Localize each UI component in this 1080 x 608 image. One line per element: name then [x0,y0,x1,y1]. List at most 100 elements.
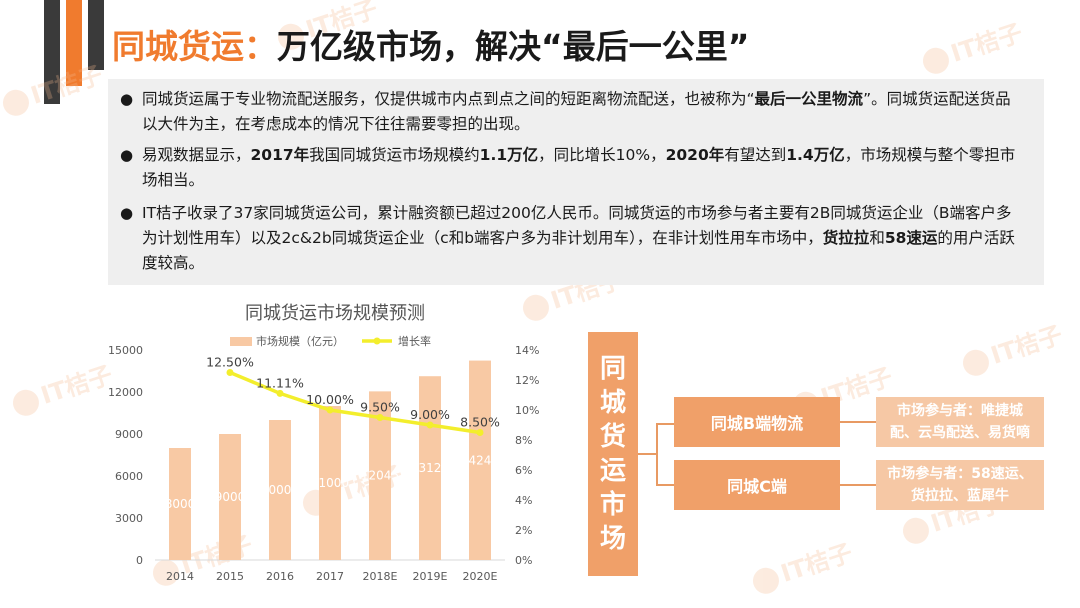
text-run: ”。同城货运配送货品以大件为主，在考虑成本的情况下往往需要零担的出现。 [142,90,1011,133]
y-right-tick-label: 0% [515,554,532,567]
connector-line [638,453,656,455]
bullet-dot: ● [120,90,134,108]
growth-value-label: 11.11% [256,375,304,390]
text-run: ，同比增长10%， [538,146,666,164]
growth-value-label: 9.00% [410,407,450,422]
bullet-3: ● IT桔子收录了37家同城货运公司，累计融资额已超过200亿人民币。同城货运的市… [120,201,1020,276]
text-run: 我国同城货运市场规模约 [309,146,480,164]
bold-text: 58速运 [884,229,938,247]
growth-value-label: 10.00% [306,392,354,407]
root-char: 货 [599,422,626,452]
branch-c-end: 同城C端 [674,460,840,510]
bar-value-label: 13129 [411,461,449,475]
participants-b: 市场参与者：唯捷城配、云鸟配送、易货嘀 [876,397,1044,447]
connector-line [840,421,876,423]
y-right-tick-label: 8% [515,434,532,447]
branch-b-label: 同城B端物流 [710,414,804,433]
bar-value-label: 12045 [361,469,399,483]
bar-value-label: 11000 [311,476,349,490]
legend-label-line: 增长率 [398,334,431,348]
growth-value-label: 8.50% [460,415,500,430]
legend-swatch-bar [230,337,252,346]
text-run: 有望达到 [724,146,787,164]
x-tick-label: 2015 [216,570,244,583]
summary-box: ● 同城货运属于专业物流配送服务，仅提供城市内点到点之间的短距离物流配送，也被称为… [108,79,1044,285]
y-left-tick-label: 3000 [115,512,143,525]
bar-value-label: 8000 [165,497,196,511]
bar [269,420,291,560]
bar [169,448,191,560]
y-left-tick-label: 0 [136,554,143,567]
market-root-box: 同城货运市场 [588,332,638,576]
root-char: 运 [599,456,626,486]
x-tick-label: 2014 [166,570,194,583]
connector-line [656,484,674,486]
text-run: IT桔子收录了37家同城货运公司，累计融资额已超过200亿人民币。同城货运的市场… [142,204,1012,247]
deco-bar-dark-1 [44,0,60,104]
connector-line [656,423,658,485]
bullet-dot: ● [120,204,134,222]
text-run: 易观数据显示， [142,146,251,164]
y-left-tick-label: 15000 [108,344,143,357]
y-left-tick-label: 12000 [108,386,143,399]
root-char: 城 [599,388,626,418]
growth-line [229,370,481,435]
root-char: 同 [599,354,626,384]
x-tick-label: 2016 [266,570,294,583]
watermark: IT桔子 [957,315,1066,380]
growth-point [426,421,434,429]
bullet-dot: ● [120,146,134,164]
growth-point [226,369,234,376]
deco-bar-dark-2 [88,0,104,70]
bullet-2: ● 易观数据显示，2017年我国同城货运市场规模约1.1万亿，同比增长10%，20… [120,143,1020,193]
bullet-text: 易观数据显示，2017年我国同城货运市场规模约1.1万亿，同比增长10%，202… [142,143,1020,193]
y-right-tick-label: 14% [515,344,539,357]
bold-text: 2017年 [250,146,310,164]
connector-line [656,423,674,425]
y-left-tick-label: 6000 [115,470,143,483]
text-run: 和 [869,229,885,247]
participants-c-text: 市场参与者：58速运、货拉拉、蓝犀牛 [887,466,1033,504]
bold-text: 1.1万亿 [479,146,539,164]
x-tick-label: 2019E [413,570,448,583]
deco-bar-orange [66,0,82,86]
x-tick-label: 2018E [363,570,398,583]
watermark: IT桔子 [917,13,1026,78]
root-char: 场 [599,524,626,554]
page-title-highlight: 同城货运： [112,27,277,66]
bullet-text: IT桔子收录了37家同城货运公司，累计融资额已超过200亿人民币。同城货运的市场… [142,201,1020,276]
bar-value-label: 14245 [461,453,499,467]
text-run: ，市场规模与整个零担市场相当。 [142,146,1016,189]
watermark: IT桔子 [747,533,856,598]
text-run: 同城货运属于专业物流配送服务，仅提供城市内点到点之间的短距离物流配送，也被称为“ [142,90,755,108]
growth-value-label: 9.50% [360,400,400,415]
branch-b-logistics: 同城B端物流 [674,397,840,447]
root-char: 市 [599,490,626,520]
y-right-tick-label: 6% [515,464,532,477]
growth-point [476,429,484,436]
participants-b-text: 市场参与者：唯捷城配、云鸟配送、易货嘀 [890,403,1030,441]
bar [469,360,491,560]
bar [219,434,241,560]
y-right-tick-label: 12% [515,374,539,387]
x-tick-label: 2020E [463,570,498,583]
branch-c-label: 同城C端 [727,477,787,496]
bar [419,376,441,560]
legend-swatch-point [373,337,381,345]
x-tick-label: 2017 [316,570,344,583]
bullet-1: ● 同城货运属于专业物流配送服务，仅提供城市内点到点之间的短距离物流配送，也被称为… [120,87,1020,137]
growth-value-label: 12.50% [206,355,254,370]
page-title-rest: 万亿级市场，解决“最后一公里” [277,27,750,66]
market-size-chart: 0 3000 6000 9000 12000 15000 0% 2% 4% 6% 8% 10% 12% 1… [108,334,539,583]
chart-title: 同城货运市场规模预测 [245,303,425,324]
bullet-text: 同城货运属于专业物流配送服务，仅提供城市内点到点之间的短距离物流配送，也被称为“… [142,87,1020,137]
bold-text: 最后一公里物流 [754,90,864,108]
bold-text: 1.4万亿 [786,146,845,164]
bar [319,406,341,560]
y-left-tick-label: 9000 [115,428,143,441]
bold-text: 货拉拉 [822,229,870,247]
y-right-tick-label: 2% [515,524,532,537]
bar-value-label: 9000 [215,490,246,504]
y-right-tick-label: 10% [515,404,539,417]
legend-label-bar: 市场规模（亿元） [256,334,344,348]
